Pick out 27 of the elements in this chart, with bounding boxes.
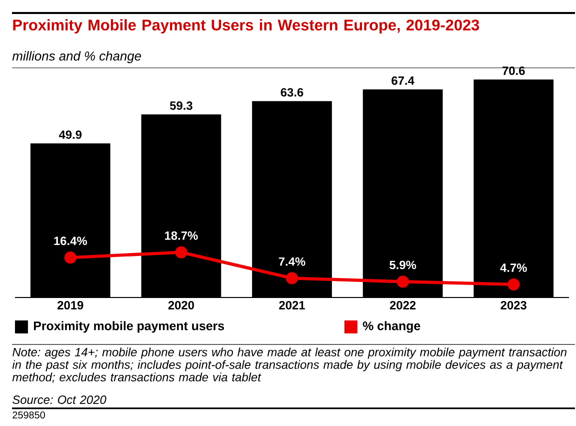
legend-label: % change — [362, 320, 420, 333]
data-label: 67.4 — [392, 76, 414, 85]
chart-title: Proximity Mobile Payment Users in Western Europe, 2019-2023 — [13, 19, 480, 34]
data-label: 4.7% — [500, 263, 527, 272]
data-label: 18.7% — [165, 231, 198, 240]
x-tick-label: 2023 — [500, 300, 526, 310]
point — [175, 246, 188, 258]
data-label: 16.4% — [54, 236, 87, 245]
point — [508, 278, 520, 290]
x-tick-label: 2021 — [279, 300, 305, 310]
x-tick-label: 2020 — [168, 300, 194, 310]
point — [396, 275, 409, 288]
text: Note: ages 14+; mobile phone users who have made at least one proximity mobile payment transaction in the past six months; includes point-of-sale transactions made by using mobile devices as a payment method; excludes transactions made via tablet — [12, 347, 566, 383]
data-label: 49.9 — [58, 130, 82, 139]
data-label: 7.4% — [278, 257, 306, 266]
text: 259850 — [12, 411, 45, 418]
point — [286, 272, 298, 284]
data-label: 70.6 — [502, 66, 525, 75]
data-label: 5.9% — [390, 260, 416, 270]
legend-label: Proximity mobile payment users — [34, 321, 224, 333]
source-note: Source: Oct 2020 — [12, 395, 106, 404]
x-tick-label: 2022 — [390, 300, 416, 310]
data-label: 63.6 — [280, 88, 304, 96]
data-label: 59.3 — [170, 101, 192, 110]
point — [64, 251, 76, 264]
chart-subtitle: millions and % change — [12, 50, 142, 64]
x-tick-label: 2019 — [58, 300, 84, 310]
